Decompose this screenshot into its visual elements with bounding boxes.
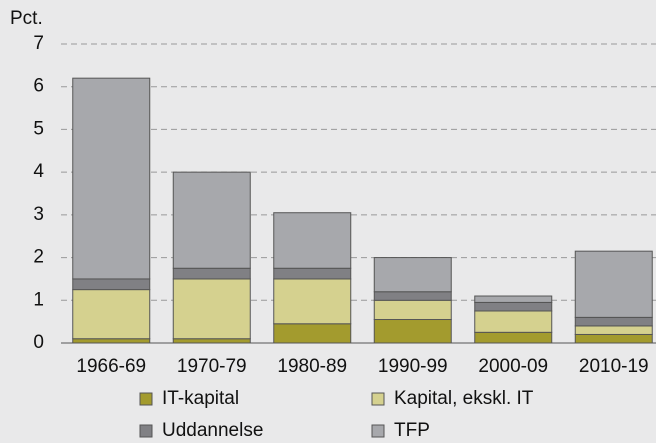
y-tick-label: 6 [33,76,44,97]
bar-segment [72,77,151,280]
bar-segment [373,319,452,344]
bar-segment [574,325,653,335]
bar-segment [474,310,553,333]
bar-segment [474,301,553,312]
x-tick-label: 2000-09 [478,356,548,377]
bar-segment [72,289,151,340]
bar-segment [273,267,352,280]
x-tick-label: 1970-79 [177,356,247,377]
bar-segment [574,250,653,318]
legend-swatch [139,392,153,406]
bar-segment [172,338,251,344]
bar-segment [474,331,553,344]
legend-label: Uddannelse [162,420,263,441]
y-tick-label: 2 [33,247,44,268]
legend-label: TFP [394,420,430,441]
bar-segment [373,257,452,293]
y-tick-label: 3 [33,204,44,225]
y-tick-label: 4 [33,161,44,182]
bar-segment [574,316,653,327]
bar-segment [172,171,251,269]
legend-swatch [371,424,385,438]
bar-segment [172,278,251,340]
bar-segment [72,338,151,344]
legend-swatch [371,392,385,406]
y-tick-label: 5 [33,118,44,139]
bar-segment [474,295,553,303]
bar-segment [273,212,352,269]
x-tick-label: 1966-69 [76,356,146,377]
y-axis-label: Pct. [10,8,43,29]
bar-segment [373,291,452,301]
bar-segment [273,278,352,325]
bar-segment [273,323,352,344]
y-tick-label: 1 [33,289,44,310]
legend-swatch [139,424,153,438]
legend-label: Kapital, ekskl. IT [394,388,534,409]
bar-segment [172,267,251,280]
x-tick-label: 2010-19 [579,356,649,377]
legend-label: IT-kapital [162,388,239,409]
bar-segment [72,278,151,291]
x-tick-label: 1980-89 [277,356,347,377]
bar-segment [373,299,452,321]
y-tick-label: 0 [33,332,44,353]
y-tick-label: 7 [33,33,44,54]
bar-segment [574,333,653,344]
x-tick-label: 1990-99 [378,356,448,377]
